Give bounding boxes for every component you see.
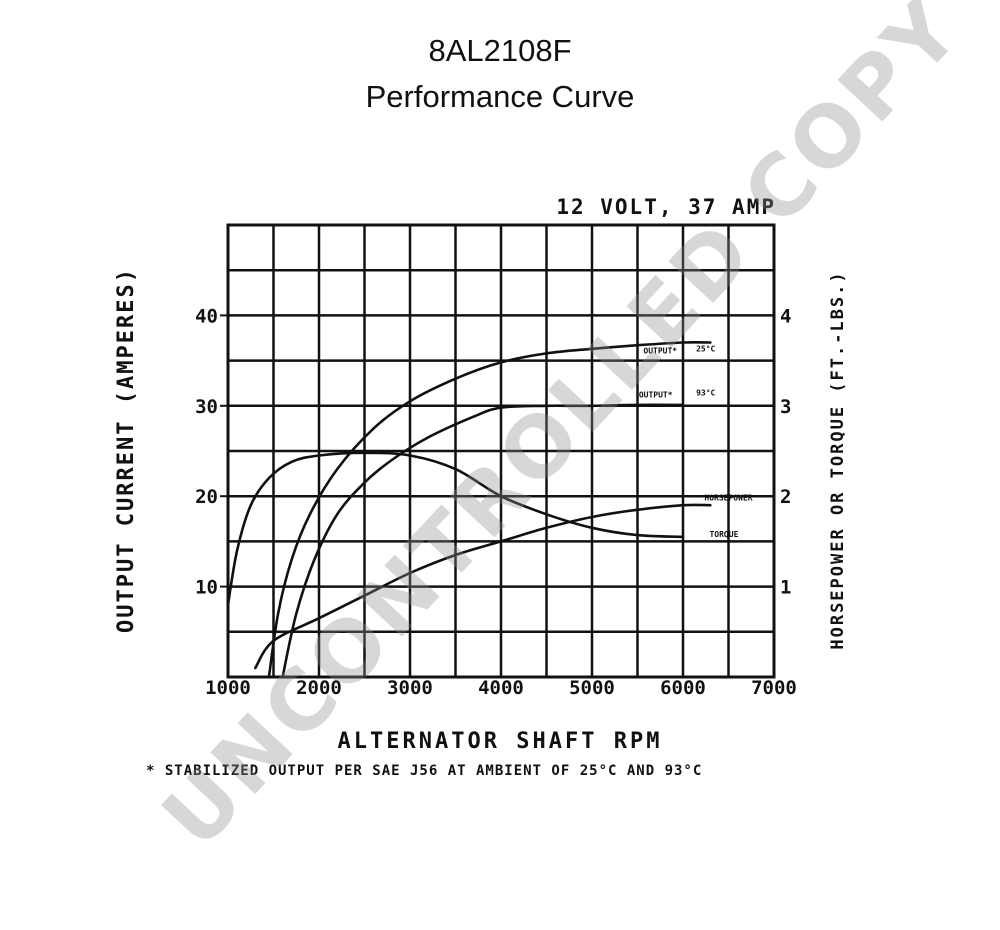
series-line-torque — [226, 451, 685, 606]
x-tick-label: 6000 — [660, 677, 706, 699]
y-tick-label-right: 2 — [780, 486, 791, 508]
series-line-output-25-c — [267, 341, 712, 679]
y-tick-label-right: 1 — [780, 577, 791, 599]
series-label-output-25-c: OUTPUT* — [643, 346, 677, 355]
title-block: 8AL2108F Performance Curve — [0, 28, 1000, 120]
x-tick-label: 4000 — [478, 677, 524, 699]
series-line-horsepower — [254, 503, 712, 670]
y-tick-label-left: 30 — [195, 396, 218, 418]
x-tick-label: 5000 — [569, 677, 615, 699]
x-axis-label: ALTERNATOR SHAFT RPM — [338, 729, 663, 754]
series-layer — [226, 341, 712, 679]
label-layer: 1000 2000 3000 4000 5000 6000 7000 10 20 30 40 1 2 3 4… — [195, 305, 797, 699]
series-label-output-93-c: OUTPUT* — [639, 391, 673, 400]
series-label-horsepower: HORSEPOWER — [704, 494, 752, 503]
chart-subtitle: Performance Curve — [365, 79, 635, 114]
x-tick-label: 7000 — [751, 677, 797, 699]
y-tick-label-left: 20 — [195, 486, 218, 508]
x-tick-label: 3000 — [387, 677, 433, 699]
y-tick-label-left: 10 — [195, 577, 218, 599]
x-tick-label: 2000 — [296, 677, 342, 699]
series-end-label-output-25-c: 25°C — [696, 344, 715, 353]
series-end-label-output-93-c: 93°C — [696, 389, 715, 398]
y-axis-label-left: OUTPUT CURRENT (AMPERES) — [114, 267, 139, 633]
plot-frame — [226, 223, 776, 679]
y-tick-label-right: 3 — [780, 396, 791, 418]
grid — [228, 225, 774, 677]
chart-title: 8AL2108F — [428, 33, 572, 68]
y-axis-label-right: HORSEPOWER OR TORQUE (FT.-LBS.) — [828, 270, 848, 649]
series-line-output-93-c — [281, 403, 685, 679]
rating-label: 12 VOLT, 37 AMP — [556, 195, 776, 219]
footnote: * STABILIZED OUTPUT PER SAE J56 AT AMBIE… — [146, 763, 702, 779]
x-tick-label: 1000 — [205, 677, 251, 699]
series-label-torque: TORQUE — [709, 530, 738, 539]
y-tick-label-left: 40 — [195, 305, 218, 327]
y-tick-label-right: 4 — [780, 305, 791, 327]
